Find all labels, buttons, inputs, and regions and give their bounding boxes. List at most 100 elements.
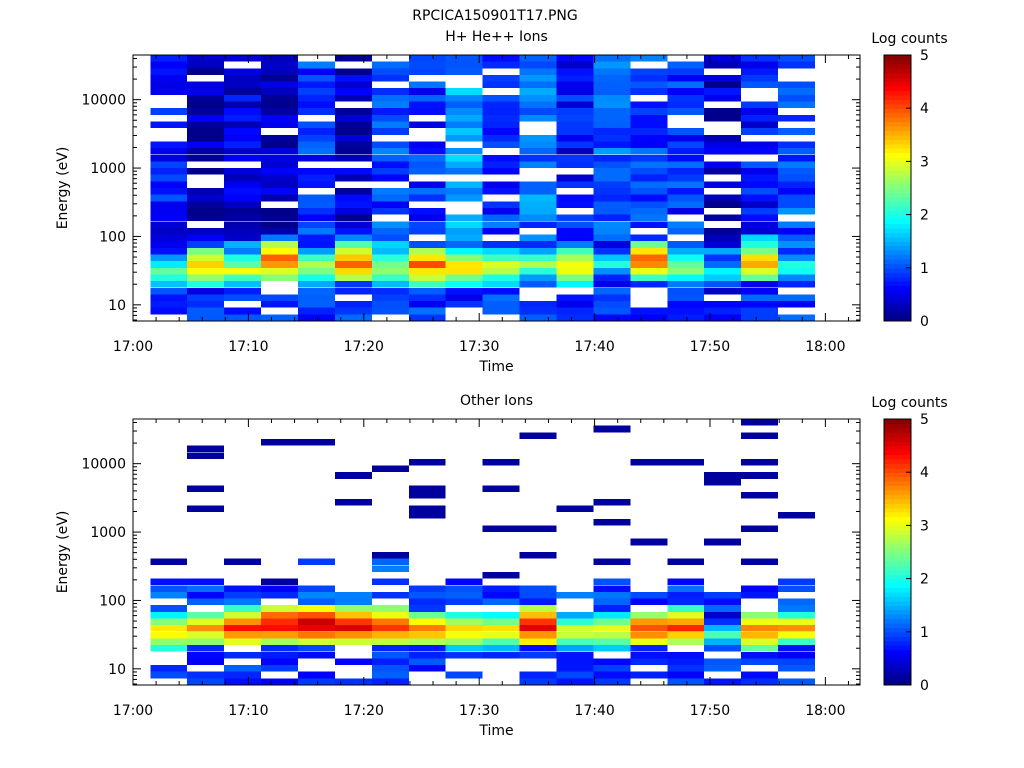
heatmap-cell bbox=[445, 618, 483, 626]
heatmap-cell bbox=[187, 121, 225, 129]
heatmap-cell bbox=[593, 68, 631, 75]
heatmap-cell bbox=[187, 287, 225, 295]
heatmap-cell bbox=[667, 578, 705, 586]
heatmap-cell bbox=[741, 267, 778, 275]
heatmap-cell bbox=[150, 174, 188, 182]
heatmap-cell bbox=[298, 241, 335, 248]
heatmap-cell bbox=[371, 101, 409, 109]
heatmap-cell bbox=[482, 247, 520, 255]
heatmap-cell bbox=[519, 181, 557, 188]
heatmap-cell bbox=[593, 498, 631, 506]
colorbar-frame bbox=[883, 418, 912, 686]
heatmap-cell bbox=[150, 585, 188, 592]
heatmap-cell bbox=[371, 148, 409, 155]
heatmap-cell bbox=[371, 281, 409, 288]
heatmap-cell bbox=[408, 121, 446, 129]
heatmap-cell bbox=[261, 651, 298, 659]
heatmap-cell bbox=[778, 201, 815, 208]
heatmap-cell bbox=[593, 281, 631, 288]
heatmap-cell bbox=[593, 88, 631, 95]
heatmap-cell bbox=[187, 314, 225, 321]
heatmap-cell bbox=[778, 94, 815, 102]
heatmap-cell bbox=[741, 174, 778, 182]
heatmap-cell bbox=[556, 301, 594, 308]
heatmap-cell bbox=[445, 214, 483, 222]
heatmap-cell bbox=[150, 227, 188, 235]
heatmap-cell bbox=[445, 591, 483, 599]
heatmap-cell bbox=[224, 678, 262, 685]
heatmap-cell bbox=[298, 631, 335, 639]
heatmap-cell bbox=[704, 281, 742, 288]
heatmap-cell bbox=[556, 141, 594, 149]
heatmap-cell bbox=[408, 108, 446, 115]
heatmap-cell bbox=[150, 301, 188, 308]
heatmap-cell bbox=[261, 658, 298, 665]
heatmap-cell bbox=[519, 591, 557, 599]
heatmap-cell bbox=[334, 188, 372, 195]
heatmap-cell bbox=[593, 114, 631, 122]
heatmap-cell bbox=[519, 234, 557, 242]
heatmap-cell bbox=[224, 287, 262, 295]
heatmap-cell bbox=[704, 658, 742, 665]
heatmap-cell bbox=[445, 247, 483, 255]
heatmap-cell bbox=[778, 631, 815, 639]
heatmap-cell bbox=[482, 458, 520, 466]
heatmap-cell bbox=[150, 605, 188, 612]
heatmap-cell bbox=[667, 221, 705, 228]
colorbar-segment bbox=[884, 503, 911, 509]
colorbar-segment bbox=[884, 112, 911, 118]
heatmap-cell bbox=[741, 432, 778, 439]
heatmap-cell bbox=[593, 75, 631, 82]
heatmap-cell bbox=[445, 651, 483, 659]
heatmap-cell bbox=[556, 631, 594, 639]
heatmap-cell bbox=[445, 114, 483, 122]
heatmap-cell bbox=[741, 214, 778, 222]
heatmap-cell bbox=[482, 307, 520, 315]
heatmap-cell bbox=[408, 207, 446, 215]
heatmap-cell bbox=[519, 274, 557, 282]
heatmap-cell bbox=[445, 611, 483, 619]
heatmap-cell bbox=[187, 585, 225, 592]
heatmap-cell bbox=[150, 188, 188, 195]
colorbar-segment bbox=[884, 179, 911, 185]
heatmap-cell bbox=[519, 618, 557, 626]
heatmap-cell bbox=[741, 241, 778, 248]
heatmap-cell bbox=[630, 671, 668, 679]
heatmap-cell bbox=[741, 274, 778, 282]
heatmap-cell bbox=[593, 181, 631, 188]
heatmap-cell bbox=[445, 631, 483, 639]
heatmap-cell bbox=[298, 81, 335, 89]
colorbar-segment bbox=[884, 556, 911, 562]
x-tick-label: 18:00 bbox=[805, 339, 845, 355]
heatmap-cell bbox=[445, 638, 483, 646]
colorbar-segment bbox=[884, 596, 911, 602]
heatmap-cell bbox=[224, 121, 262, 129]
heatmap-cell bbox=[371, 287, 409, 295]
heatmap-cell bbox=[445, 625, 483, 632]
heatmap-cell bbox=[778, 512, 815, 519]
heatmap-cell bbox=[371, 121, 409, 129]
heatmap-cell bbox=[224, 174, 262, 182]
heatmap-cell bbox=[445, 301, 483, 308]
heatmap-cell bbox=[261, 591, 298, 599]
heatmap-cell bbox=[150, 281, 188, 288]
heatmap-cell bbox=[187, 114, 225, 122]
heatmap-cell bbox=[482, 267, 520, 275]
heatmap-cell bbox=[630, 174, 668, 182]
colorbar-segment bbox=[884, 445, 911, 451]
heatmap-cell bbox=[187, 168, 225, 175]
heatmap-cell bbox=[150, 267, 188, 275]
heatmap-cell bbox=[298, 638, 335, 646]
heatmap-cell bbox=[261, 625, 298, 632]
heatmap-cell bbox=[261, 439, 298, 446]
heatmap-cell bbox=[482, 645, 520, 652]
heatmap-cell bbox=[778, 194, 815, 202]
colorbar-segment bbox=[884, 312, 911, 318]
heatmap-cell bbox=[667, 625, 705, 632]
heatmap-cell bbox=[667, 241, 705, 248]
heatmap-cell bbox=[298, 605, 335, 612]
heatmap-cell bbox=[778, 281, 815, 288]
heatmap-cell bbox=[408, 221, 446, 228]
colorbar-segment bbox=[884, 148, 911, 154]
heatmap-cell bbox=[445, 181, 483, 188]
